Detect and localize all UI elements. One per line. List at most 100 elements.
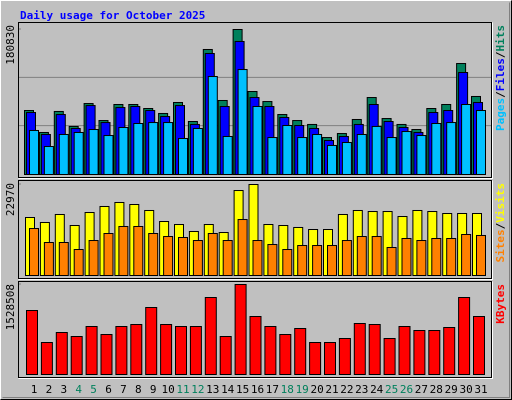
bar: [219, 335, 232, 375]
bar: [148, 122, 159, 175]
bar: [88, 129, 99, 175]
bar: [327, 144, 337, 175]
chart-title: Daily usage for October 2025: [20, 9, 205, 22]
bar: [145, 306, 158, 375]
bar: [413, 329, 426, 375]
legend-entry: Hits: [494, 25, 507, 52]
x-tick-label: 13: [206, 383, 219, 396]
bar: [189, 326, 202, 375]
x-tick-label: 20: [310, 383, 323, 396]
bar: [222, 240, 233, 276]
x-tick-label: 11: [176, 383, 189, 396]
bar: [476, 110, 486, 176]
x-tick-label: 31: [474, 383, 487, 396]
y-tick-label: 180830: [4, 25, 17, 65]
legend-separator: /: [494, 51, 507, 58]
x-tick-label: 3: [60, 383, 67, 396]
x-tick-label: 1: [31, 383, 38, 396]
x-tick-label: 8: [135, 383, 142, 396]
bar: [73, 131, 84, 175]
bar: [356, 236, 367, 277]
bar: [416, 240, 427, 276]
bar: [431, 123, 442, 175]
bar: [312, 245, 323, 276]
x-tick-label: 24: [370, 383, 384, 396]
bar: [341, 142, 352, 175]
bar: [446, 122, 457, 175]
legend-entry: Sites: [494, 229, 507, 262]
bar: [431, 237, 442, 276]
bar: [368, 323, 381, 375]
bar: [327, 245, 337, 276]
bar: [297, 245, 308, 276]
x-tick-label: 17: [266, 383, 279, 396]
bar: [55, 332, 68, 375]
x-tick-label: 22: [340, 383, 353, 396]
y-tick-label: 22970: [4, 183, 17, 216]
bar: [118, 127, 129, 175]
bar: [103, 135, 114, 175]
legend: Sites/Visits: [494, 183, 507, 263]
x-tick-label: 9: [150, 383, 157, 396]
bar: [204, 297, 217, 375]
bar: [264, 326, 277, 375]
bar: [222, 135, 233, 175]
legend: KBytes: [494, 284, 507, 324]
bar: [446, 237, 457, 276]
bar: [163, 122, 174, 175]
bar: [282, 125, 293, 175]
bar: [29, 129, 39, 176]
bar: [249, 316, 262, 375]
legend-entry: Files: [494, 58, 507, 91]
legend-entry: Pages: [494, 98, 507, 131]
y-tick-label: 1528508: [4, 284, 17, 330]
panel-highlight: [18, 281, 493, 379]
bar: [252, 106, 263, 175]
bar: [297, 137, 308, 176]
bar: [40, 341, 53, 375]
bar: [252, 240, 263, 276]
x-tick-label: 2: [46, 383, 53, 396]
x-tick-label: 6: [105, 383, 112, 396]
bar: [356, 133, 367, 175]
bar: [207, 233, 218, 276]
bar: [279, 334, 292, 375]
bar: [237, 69, 248, 175]
panel-highlight: [18, 180, 493, 280]
legend: Pages/Files/Hits: [494, 25, 507, 131]
bar: [160, 323, 173, 375]
x-tick-label: 29: [445, 383, 458, 396]
bar: [294, 328, 307, 375]
bar: [43, 146, 54, 175]
bar: [29, 228, 39, 277]
x-tick-label: 30: [459, 383, 472, 396]
bar: [118, 225, 129, 277]
legend-entry: Visits: [494, 183, 507, 223]
bar: [115, 326, 128, 375]
bar: [73, 249, 84, 277]
bar: [383, 338, 396, 375]
legend-separator: /: [494, 222, 507, 229]
x-tick-label: 4: [75, 383, 82, 396]
bar: [282, 249, 293, 277]
bar: [178, 137, 188, 175]
bar: [267, 244, 278, 277]
x-tick-label: 5: [90, 383, 97, 396]
bar: [458, 297, 471, 375]
bar: [192, 127, 203, 175]
x-tick-label: 25: [385, 383, 398, 396]
bar: [130, 323, 143, 375]
x-tick-label: 16: [251, 383, 264, 396]
x-tick-label: 18: [281, 383, 294, 396]
bar: [103, 233, 114, 276]
bar: [178, 237, 188, 276]
bar: [70, 335, 83, 375]
x-tick-label: 12: [191, 383, 204, 396]
x-tick-label: 21: [325, 383, 338, 396]
x-tick-label: 26: [400, 383, 413, 396]
bar: [133, 225, 144, 277]
bar: [58, 133, 69, 175]
